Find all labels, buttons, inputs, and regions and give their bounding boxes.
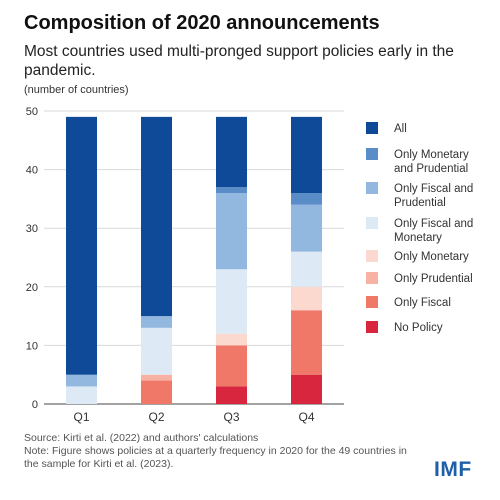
legend-label: and Prudential	[394, 163, 468, 175]
footnote: Note: Figure shows policies at a quarter…	[24, 445, 407, 470]
bar-segment-q3-only-fiscal	[216, 345, 247, 387]
notes: Source: Kirti et al. (2022) and authors'…	[24, 432, 424, 471]
legend-item: Only Fiscal and Monetary	[366, 217, 473, 244]
legend-swatch	[366, 122, 378, 134]
y-tick-label: 30	[26, 223, 38, 235]
bar-segment-q4-only-fiscal-and-prudential	[291, 204, 322, 252]
bar-segment-q3-only-fiscal-and-prudential	[216, 193, 247, 270]
axis-layer: 0 10 20 30 40 50 Q1 Q2 Q3 Q4	[26, 106, 315, 424]
imf-logo: IMF	[434, 458, 472, 481]
legend-label: No Policy	[394, 322, 443, 334]
bar-segment-q2-only-fiscal	[141, 380, 172, 404]
bar-segment-q3-only-monetary-and-prudential	[216, 187, 247, 194]
legend-item: Only Prudential	[366, 272, 473, 285]
legend-label: Only Fiscal	[394, 297, 451, 309]
bar-segment-q1-all	[66, 116, 97, 375]
legend-label: Only Fiscal and	[394, 218, 473, 230]
bar-segment-q2-only-fiscal-and-monetary	[141, 327, 172, 375]
x-tick-label: Q2	[148, 410, 164, 424]
y-tick-label: 20	[26, 282, 38, 294]
legend-item: Only Monetary	[366, 250, 469, 263]
bar-segment-q4-only-monetary-and-prudential	[291, 193, 322, 205]
bar-segment-q3-all	[216, 116, 247, 188]
legend-swatch	[366, 321, 378, 333]
bar-segment-q1-only-fiscal-and-prudential	[66, 374, 97, 387]
legend-label: Monetary	[394, 232, 442, 244]
bar-segment-q4-all	[291, 116, 322, 194]
legend-label: Prudential	[394, 197, 446, 209]
bars-layer	[66, 116, 322, 404]
bar-segment-q4-only-monetary	[291, 286, 322, 311]
bar-segment-q2-only-fiscal-and-prudential	[141, 316, 172, 328]
bar-segment-q2-only-prudential	[141, 374, 172, 381]
legend-swatch	[366, 148, 378, 160]
stacked-bar-chart: 0 10 20 30 40 50 Q1 Q2 Q3 Q4 All Only Monetary and …	[26, 106, 474, 424]
bar-segment-q3-only-fiscal-and-monetary	[216, 269, 247, 334]
legend-item: Only Fiscal	[366, 296, 451, 309]
bar-segment-q1-only-fiscal-and-monetary	[66, 386, 97, 404]
legend-item: Only Fiscal and Prudential	[366, 182, 473, 209]
legend-item: Only Monetary and Prudential	[366, 148, 469, 175]
bar-segment-q4-only-fiscal	[291, 310, 322, 375]
bar-segment-q3-only-monetary	[216, 333, 247, 346]
source-note: Source: Kirti et al. (2022) and authors'…	[24, 432, 259, 444]
x-tick-label: Q3	[223, 410, 239, 424]
legend-swatch	[366, 250, 378, 262]
legend-label: Only Monetary	[394, 149, 469, 161]
y-tick-label: 10	[26, 340, 38, 352]
legend: All Only Monetary and Prudential Only Fisca…	[366, 122, 473, 334]
unit-label: (number of countries)	[24, 84, 129, 96]
legend-label: Only Prudential	[394, 273, 473, 285]
legend-item: All	[366, 122, 407, 135]
legend-item: No Policy	[366, 321, 443, 334]
legend-swatch	[366, 217, 378, 229]
bar-segment-q2-all	[141, 116, 172, 317]
bar-segment-q3-no-policy	[216, 386, 247, 404]
bar-segment-q4-no-policy	[291, 374, 322, 404]
x-tick-label: Q4	[298, 410, 314, 424]
legend-label: All	[394, 123, 407, 135]
legend-swatch	[366, 182, 378, 194]
y-tick-label: 0	[32, 399, 38, 411]
y-tick-label: 50	[26, 106, 38, 118]
legend-label: Only Fiscal and	[394, 183, 473, 195]
chart-title: Composition of 2020 announcements	[24, 12, 380, 34]
bar-segment-q4-only-fiscal-and-monetary	[291, 251, 322, 287]
x-tick-label: Q1	[73, 410, 89, 424]
legend-label: Only Monetary	[394, 251, 469, 263]
legend-swatch	[366, 272, 378, 284]
y-tick-label: 40	[26, 165, 38, 177]
legend-swatch	[366, 296, 378, 308]
chart-subtitle: Most countries used multi-pronged suppor…	[24, 43, 454, 79]
